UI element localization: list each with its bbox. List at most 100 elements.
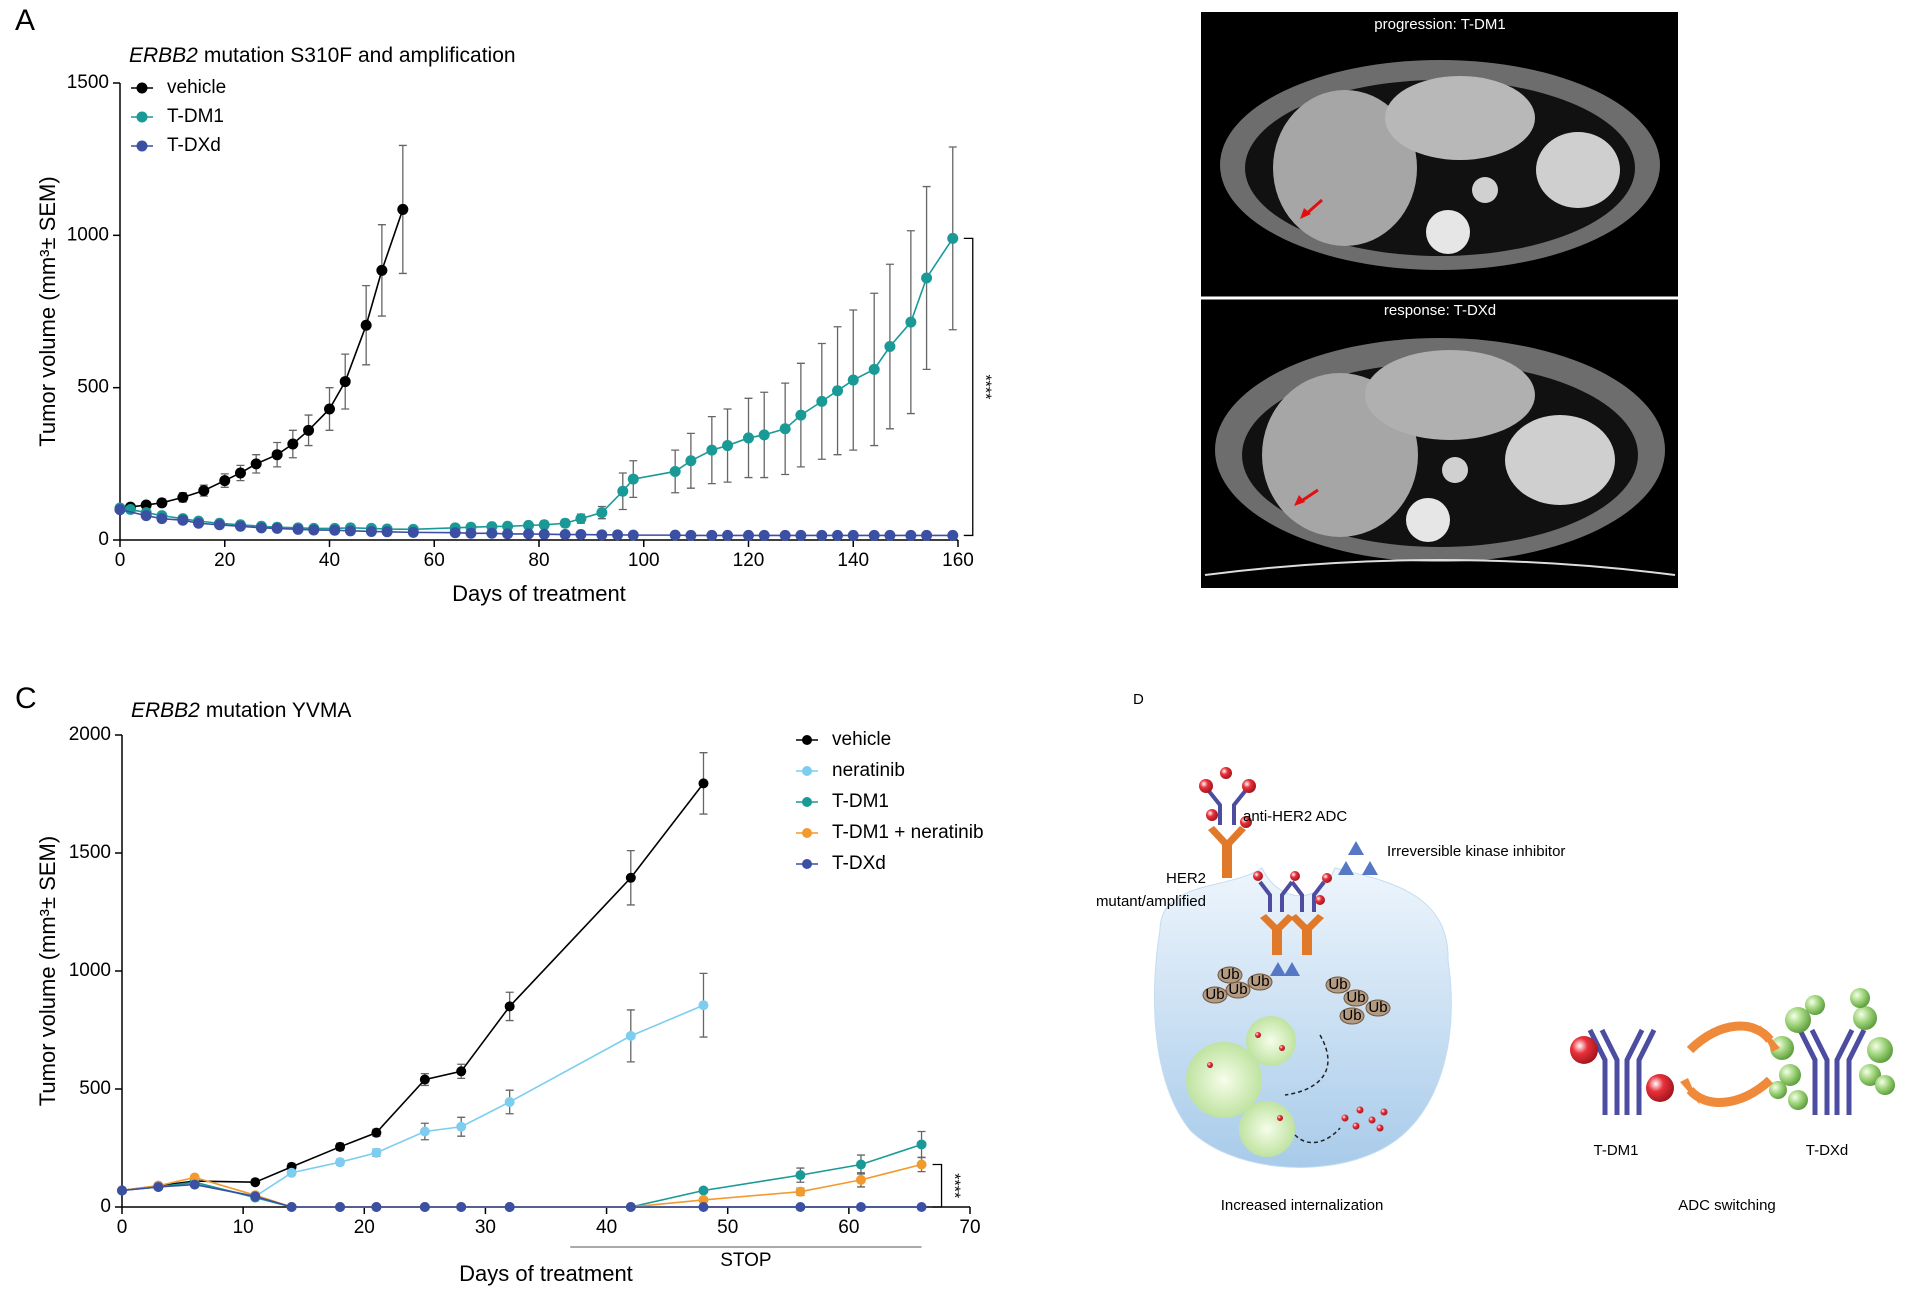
series-line xyxy=(121,1004,704,1198)
x-tick-label: 160 xyxy=(942,550,974,571)
data-point xyxy=(177,514,189,526)
significance-bracket xyxy=(932,1163,943,1208)
data-point xyxy=(114,504,126,516)
data-point xyxy=(419,1074,430,1085)
x-tick-label: 0 xyxy=(117,1217,128,1238)
data-point xyxy=(698,1185,709,1196)
ct-caption: response: T-DXd xyxy=(1384,302,1496,319)
data-point xyxy=(868,529,880,541)
x-tick-label: 80 xyxy=(528,550,549,571)
legend-marker xyxy=(802,828,812,838)
ct-table xyxy=(1204,559,1676,576)
data-point xyxy=(868,363,880,375)
data-point xyxy=(198,485,210,497)
data-point xyxy=(743,432,754,444)
data-point xyxy=(271,449,283,461)
spleen xyxy=(1536,132,1620,208)
data-point xyxy=(617,485,629,497)
y-tick-label: 0 xyxy=(100,1196,111,1217)
ct-scan-bottom: response: T-DXd xyxy=(1204,302,1676,576)
data-point xyxy=(308,524,320,536)
spine xyxy=(1426,210,1470,254)
cell xyxy=(1153,867,1452,1168)
x-tick-label: 40 xyxy=(596,1217,617,1238)
diagram-caption: ADC switching xyxy=(1678,1197,1776,1214)
data-point xyxy=(884,529,896,541)
data-point xyxy=(419,1126,430,1137)
data-point xyxy=(722,440,734,452)
data-point xyxy=(538,519,550,531)
data-point xyxy=(669,465,681,477)
adc-name: T-DXd xyxy=(1806,1142,1849,1159)
chart: C ERBB2 mutation YVMA 0 500 1000 1500 2000 0 10 20… xyxy=(15,682,984,1286)
data-point xyxy=(140,510,152,522)
data-point xyxy=(234,467,246,479)
ct-scan-top: progression: T-DM1 xyxy=(1220,16,1660,270)
x-tick-label: 60 xyxy=(424,550,445,571)
antibody xyxy=(1206,788,1326,912)
data-point xyxy=(921,272,933,284)
data-point xyxy=(376,264,388,276)
legend-marker xyxy=(802,766,812,776)
data-point xyxy=(407,526,419,538)
panel-letter: D xyxy=(1133,691,1144,708)
data-point xyxy=(855,1174,866,1185)
data-point xyxy=(502,520,514,532)
data-point xyxy=(795,409,807,421)
data-point xyxy=(625,1030,636,1041)
aorta xyxy=(1442,457,1468,483)
data-point xyxy=(559,517,571,529)
data-point xyxy=(371,1147,382,1158)
adc-label: anti-HER2 ADC xyxy=(1243,808,1347,825)
data-point xyxy=(365,525,377,537)
x-tick-label: 120 xyxy=(733,550,765,571)
data-point xyxy=(117,1185,127,1196)
data-point xyxy=(905,316,917,328)
data-point xyxy=(335,1157,346,1168)
data-point xyxy=(504,1001,515,1012)
data-point xyxy=(847,374,859,386)
ubiquitin-chain xyxy=(1202,966,1391,1025)
ct-panel: B progression: T-DM1 response: T-DXd xyxy=(1133,12,1678,588)
data-point xyxy=(250,1177,261,1188)
data-point xyxy=(324,403,335,415)
data-point xyxy=(916,1159,927,1170)
y-tick-label: 2000 xyxy=(69,724,111,745)
spine xyxy=(1406,498,1450,542)
data-point xyxy=(465,527,477,539)
data-point xyxy=(193,517,205,529)
series-line xyxy=(119,237,954,531)
x-tick-label: 20 xyxy=(354,1217,375,1238)
title-text: mutation S310F and amplification xyxy=(204,44,516,67)
data-point xyxy=(596,529,608,541)
data-point xyxy=(371,1127,382,1138)
data-point xyxy=(698,778,709,789)
data-point xyxy=(504,1202,515,1212)
y-tick-label: 1500 xyxy=(67,72,109,93)
data-point xyxy=(795,529,807,541)
ub-label: Ub xyxy=(1328,976,1347,993)
data-point xyxy=(916,1202,927,1212)
her2-label: HER2 xyxy=(1166,870,1206,887)
significance-label: **** xyxy=(977,374,994,399)
data-point xyxy=(523,528,535,540)
data-point xyxy=(344,525,356,537)
title-gene: ERBB2 xyxy=(129,44,198,67)
vesicle xyxy=(1246,1016,1296,1066)
data-point xyxy=(698,1202,709,1212)
stop-label: STOP xyxy=(720,1250,771,1271)
legend-marker xyxy=(136,82,148,94)
red-arrowhead xyxy=(1300,208,1311,219)
liver xyxy=(1273,90,1417,246)
ub-label: Ub xyxy=(1368,999,1387,1016)
data-point xyxy=(627,473,639,485)
data-point xyxy=(335,1141,346,1152)
data-point xyxy=(706,529,718,541)
data-point xyxy=(816,529,828,541)
x-tick-label: 40 xyxy=(319,550,340,571)
data-point xyxy=(502,528,514,540)
legend-marker xyxy=(136,111,148,123)
data-point xyxy=(156,497,168,509)
ub-label: Ub xyxy=(1220,966,1239,983)
data-point xyxy=(456,1121,467,1132)
